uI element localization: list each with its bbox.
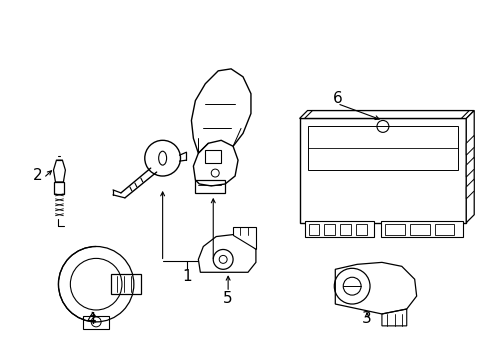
Polygon shape bbox=[54, 182, 64, 194]
Text: 6: 6 bbox=[332, 91, 342, 106]
Polygon shape bbox=[409, 224, 428, 235]
Polygon shape bbox=[466, 179, 473, 199]
Polygon shape bbox=[111, 274, 141, 294]
Polygon shape bbox=[299, 111, 473, 118]
Polygon shape bbox=[335, 262, 416, 314]
Polygon shape bbox=[198, 235, 255, 272]
Text: 3: 3 bbox=[362, 311, 371, 327]
Polygon shape bbox=[340, 224, 350, 235]
Polygon shape bbox=[434, 224, 453, 235]
Polygon shape bbox=[324, 224, 335, 235]
Text: 2: 2 bbox=[33, 167, 42, 183]
Polygon shape bbox=[355, 224, 366, 235]
Polygon shape bbox=[304, 221, 373, 237]
Polygon shape bbox=[233, 227, 255, 249]
Polygon shape bbox=[308, 224, 319, 235]
Text: 1: 1 bbox=[182, 269, 192, 284]
Polygon shape bbox=[380, 221, 462, 237]
Polygon shape bbox=[466, 135, 473, 155]
Polygon shape bbox=[299, 118, 466, 223]
Text: 4: 4 bbox=[86, 312, 96, 327]
Polygon shape bbox=[384, 224, 404, 235]
Polygon shape bbox=[466, 111, 473, 223]
Polygon shape bbox=[466, 157, 473, 177]
Text: 5: 5 bbox=[223, 291, 232, 306]
